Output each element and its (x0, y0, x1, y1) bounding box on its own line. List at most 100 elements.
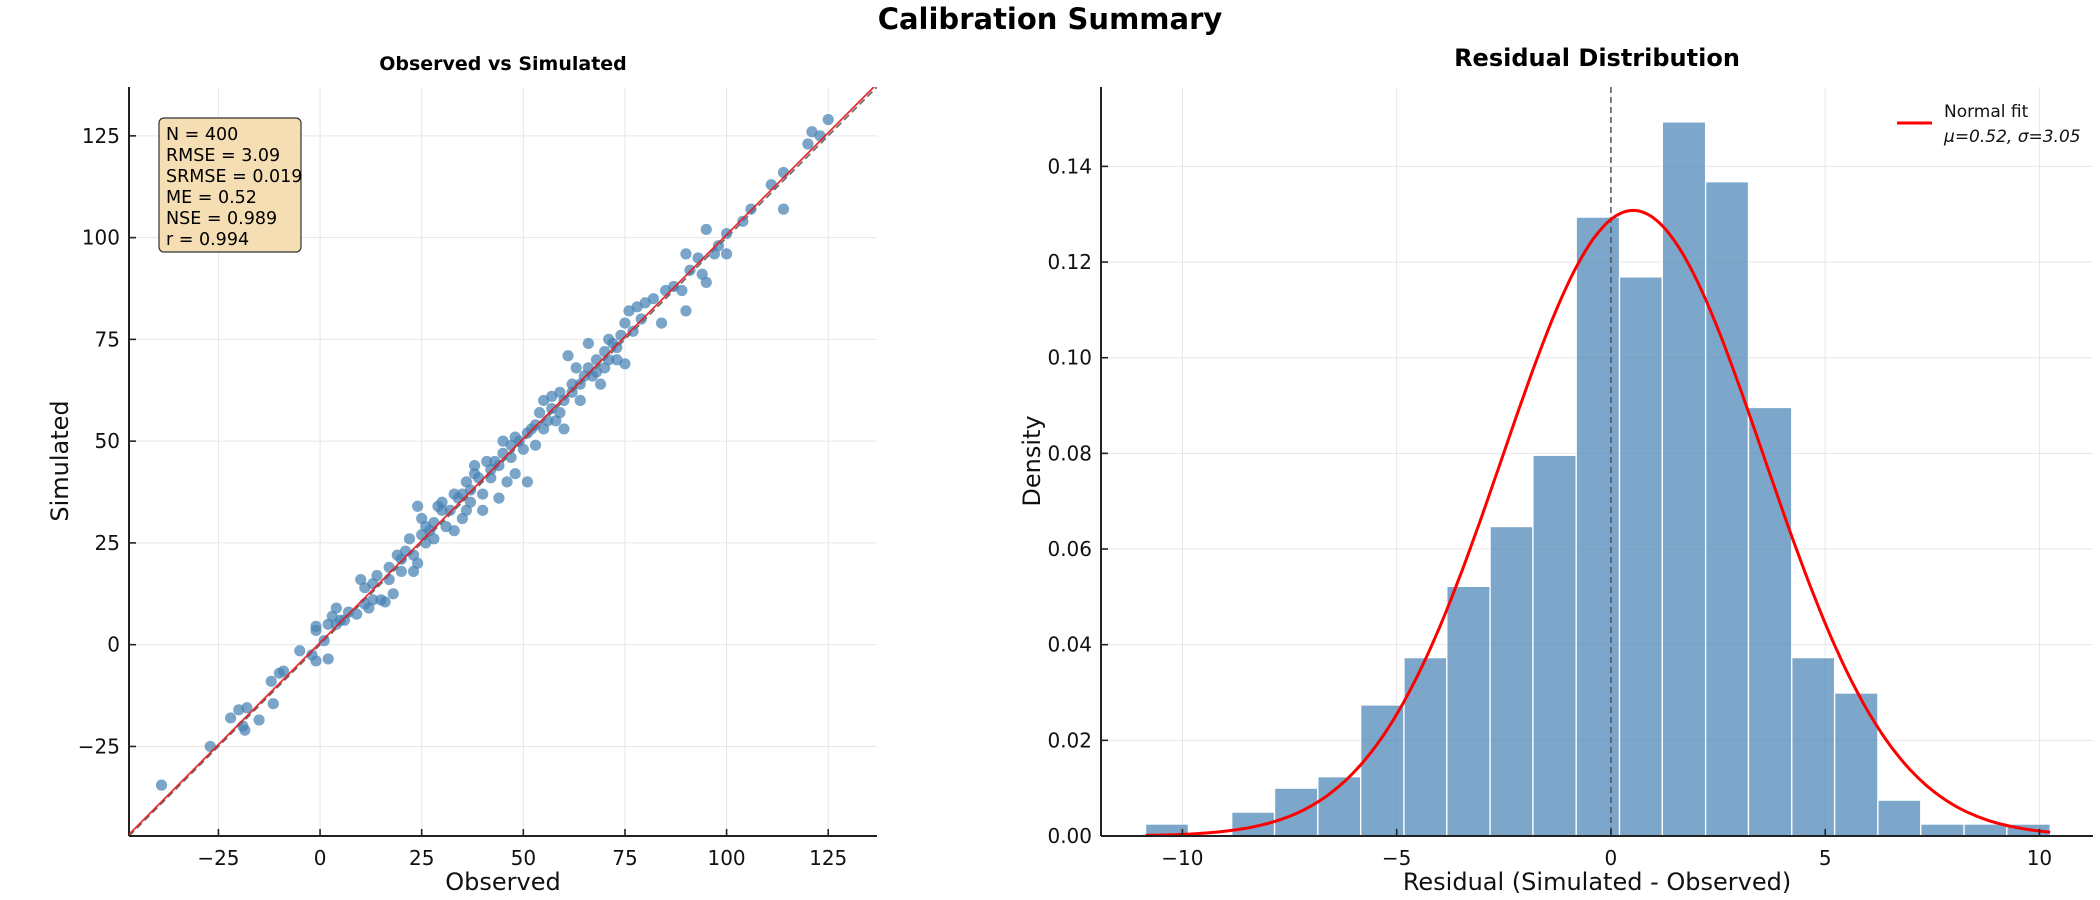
scatter-point (737, 215, 749, 227)
scatter-y-label: Simulated (46, 400, 74, 521)
scatter-point (322, 653, 334, 665)
scatter-point (505, 451, 517, 464)
scatter-x-tick-label: 100 (707, 846, 745, 870)
histogram-y-tick-label: 0.02 (1047, 728, 1092, 752)
stats-r: r = 0.994 (166, 230, 249, 250)
histogram-panel: Residual Distribution −10 −5 0 5 10 0.00 0.02 0… (1018, 44, 2093, 896)
scatter-point (477, 504, 489, 516)
histogram-bar (1704, 181, 1750, 837)
histogram-y-tick-label: 0.00 (1047, 824, 1092, 848)
scatter-point (367, 594, 379, 606)
normal-fit-curve (1145, 208, 2051, 837)
histogram-x-tick-label: −10 (1161, 846, 1203, 870)
scatter-point (509, 468, 521, 480)
scatter-point (225, 712, 237, 724)
scatter-point (485, 472, 497, 484)
scatter-point (428, 533, 440, 545)
stats-rmse: RMSE = 3.09 (166, 146, 280, 166)
scatter-point (265, 675, 277, 687)
histogram-bar (1360, 704, 1405, 837)
legend: Normal fit μ=0.52, σ=3.05 (1897, 102, 2081, 147)
histogram-bar (1575, 216, 1621, 837)
scatter-point (473, 472, 485, 484)
scatter-point (383, 561, 395, 573)
scatter-point (493, 459, 505, 472)
scatter-point (351, 608, 363, 620)
scatter-point (594, 378, 607, 390)
scatter-point (720, 248, 733, 260)
scatter-point (566, 386, 578, 398)
scatter-x-tick-label: 25 (409, 846, 434, 870)
scatter-point (574, 394, 586, 407)
histogram-x-tick-label: −5 (1382, 846, 1411, 870)
legend-normal-fit-label: Normal fit (1944, 102, 2029, 122)
histogram-y-tick-label: 0.08 (1047, 441, 1092, 465)
stats-box-background (158, 117, 302, 253)
scatter-x-tick-label: 75 (612, 846, 637, 870)
scatter-point (387, 588, 399, 600)
scatter-point (627, 325, 639, 337)
scatter-x-tick-label: 125 (809, 846, 847, 870)
histogram-lines (1145, 87, 2051, 837)
scatter-point (294, 645, 306, 657)
scatter-point (412, 500, 424, 512)
scatter-y-tick-label: 125 (82, 124, 120, 148)
scatter-point (619, 358, 631, 370)
stats-box: N = 400 RMSE = 3.09 SRMSE = 0.019 ME = 0… (158, 117, 302, 253)
scatter-y-tick-label: 75 (95, 327, 120, 351)
scatter-point (558, 423, 570, 435)
scatter-point (582, 337, 594, 350)
scatter-point (570, 362, 582, 374)
scatter-point (267, 698, 279, 710)
histogram-axes: −10 −5 0 5 10 0.00 0.02 0.04 0.06 0.08 0.10 0.12 0.1… (1047, 87, 2093, 870)
fit-line (129, 87, 876, 835)
scatter-point (777, 203, 790, 215)
scatter-point (700, 276, 712, 288)
figure-title: Calibration Summary (878, 2, 1223, 36)
histogram-bar (1532, 454, 1577, 837)
histogram-y-tick-label: 0.14 (1047, 154, 1092, 178)
scatter-point (521, 476, 533, 488)
scatter-point (680, 305, 692, 317)
histogram-bar (1618, 276, 1663, 837)
stats-n: N = 400 (166, 125, 238, 145)
scatter-point (529, 439, 542, 451)
stats-nse: NSE = 0.989 (166, 209, 277, 229)
scatter-point (444, 504, 456, 516)
scatter-point (412, 557, 424, 569)
scatter-point (330, 602, 342, 614)
scatter-point (590, 354, 603, 366)
scatter-point (464, 496, 477, 508)
legend-normal-fit-params: μ=0.52, σ=3.05 (1943, 127, 2081, 147)
histogram-x-tick-label: 10 (2027, 846, 2052, 870)
scatter-point (468, 459, 481, 472)
histogram-x-label: Residual (Simulated - Observed) (1403, 868, 1791, 896)
scatter-point (700, 223, 712, 236)
histogram-y-label: Density (1018, 415, 1046, 506)
scatter-point (513, 435, 525, 447)
scatter-point (538, 423, 550, 435)
histogram-y-tick-label: 0.04 (1047, 633, 1092, 657)
scatter-point (204, 740, 216, 753)
scatter-x-tick-label: 50 (511, 846, 536, 870)
scatter-panel: Observed vs Simulated −25 0 25 50 75 100 125−2… (46, 53, 877, 896)
scatter-point (655, 317, 668, 329)
scatter-point (420, 521, 432, 533)
histogram-bars (1144, 121, 2051, 837)
scatter-point (456, 488, 468, 500)
scatter-point (310, 655, 322, 667)
scatter-point (477, 488, 489, 500)
stats-me: ME = 0.52 (166, 188, 257, 208)
scatter-point (558, 394, 570, 407)
histogram-bar (1920, 823, 1965, 837)
scatter-point (239, 724, 251, 736)
histogram-y-tick-label: 0.06 (1047, 537, 1092, 561)
scatter-x-tick-label: 0 (314, 846, 327, 870)
scatter-point (379, 596, 391, 608)
histogram-bar (1661, 121, 1707, 837)
scatter-point (554, 407, 566, 419)
scatter-point (155, 779, 168, 791)
scatter-y-tick-label: 100 (82, 226, 120, 250)
scatter-point (253, 714, 265, 726)
